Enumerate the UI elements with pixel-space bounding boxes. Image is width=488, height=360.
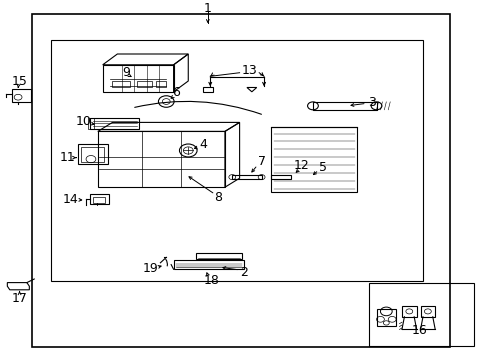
Text: 5: 5 <box>318 161 326 174</box>
Text: 4: 4 <box>199 138 206 151</box>
Text: 14: 14 <box>63 193 79 206</box>
Bar <box>232 175 261 179</box>
Bar <box>93 197 105 203</box>
Bar <box>98 131 224 187</box>
Text: 15: 15 <box>12 75 27 88</box>
Bar <box>401 306 416 317</box>
Text: 8: 8 <box>214 191 222 204</box>
Bar <box>88 118 94 129</box>
Bar <box>112 81 129 87</box>
Bar <box>78 144 107 164</box>
Text: 3: 3 <box>367 96 375 109</box>
Bar <box>51 40 422 281</box>
Bar <box>420 306 434 317</box>
Text: 16: 16 <box>411 324 427 337</box>
Bar <box>32 14 449 347</box>
Bar <box>102 65 173 92</box>
Text: 2: 2 <box>240 266 248 279</box>
Bar <box>137 81 151 87</box>
Text: 12: 12 <box>293 159 308 172</box>
Text: 19: 19 <box>142 262 158 275</box>
Bar <box>81 147 104 162</box>
Bar <box>312 102 376 110</box>
Text: 13: 13 <box>241 64 257 77</box>
Text: 11: 11 <box>60 151 75 164</box>
Bar <box>173 260 244 269</box>
Bar <box>368 283 473 346</box>
Bar <box>90 194 109 204</box>
Bar <box>90 118 139 129</box>
Text: 9: 9 <box>122 66 130 78</box>
Text: 6: 6 <box>172 86 180 99</box>
Bar <box>12 89 31 102</box>
Text: 18: 18 <box>203 274 219 287</box>
Bar <box>195 253 242 259</box>
Text: 10: 10 <box>76 115 92 128</box>
Bar <box>156 81 166 87</box>
Text: 17: 17 <box>12 292 27 305</box>
Text: 7: 7 <box>257 156 265 168</box>
Text: 1: 1 <box>203 2 211 15</box>
Bar <box>376 309 395 326</box>
Bar <box>271 175 290 179</box>
Bar <box>271 127 356 192</box>
